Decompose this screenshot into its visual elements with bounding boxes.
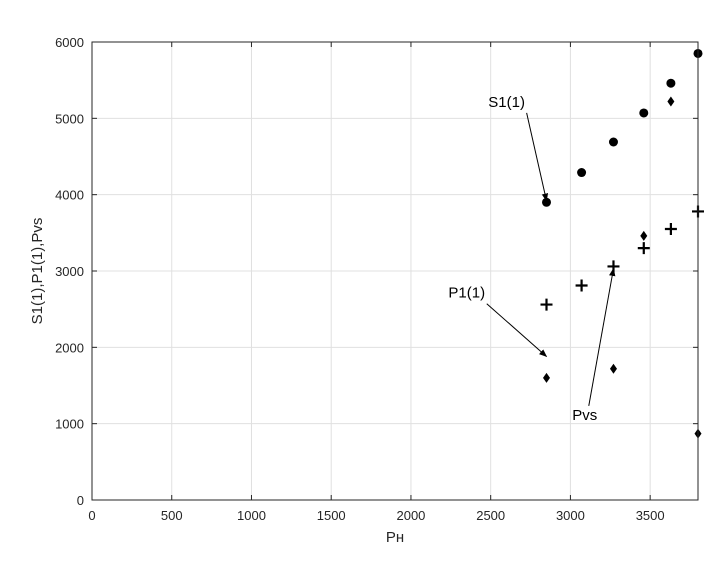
annotation-label: Pvs bbox=[572, 407, 597, 424]
annotation-arrow bbox=[588, 267, 616, 406]
diamond-point bbox=[640, 230, 648, 241]
circle-point bbox=[666, 78, 676, 88]
y-axis-label: S1(1),P1(1),Pvs bbox=[29, 218, 46, 325]
axes-box bbox=[91, 41, 699, 501]
y-tick-label: 3000 bbox=[55, 264, 84, 279]
plus-point bbox=[637, 242, 650, 255]
y-tick-label: 5000 bbox=[55, 111, 84, 126]
annotation-arrow bbox=[486, 303, 548, 358]
x-tick-label: 2000 bbox=[396, 508, 425, 523]
y-tick-label: 1000 bbox=[55, 417, 84, 432]
circle-point bbox=[608, 137, 618, 147]
x-tick-label: 3000 bbox=[556, 508, 585, 523]
y-tick-label: 4000 bbox=[55, 188, 84, 203]
grid bbox=[92, 42, 698, 500]
circle-point bbox=[577, 168, 587, 178]
x-tick-label: 500 bbox=[161, 508, 183, 523]
x-tick-label: 3500 bbox=[636, 508, 665, 523]
diamond-point bbox=[667, 96, 675, 107]
y-tick-label: 2000 bbox=[55, 340, 84, 355]
plus-point bbox=[664, 223, 677, 236]
circle-point bbox=[639, 108, 649, 118]
plus-point bbox=[575, 279, 588, 292]
x-tick-label: 2500 bbox=[476, 508, 505, 523]
annotation-arrow bbox=[526, 112, 549, 202]
x-tick-label: 1000 bbox=[237, 508, 266, 523]
diamond-point bbox=[543, 372, 550, 383]
diamond-point bbox=[609, 363, 617, 374]
annotation-label: P1(1) bbox=[448, 285, 485, 302]
plus-point bbox=[540, 298, 553, 311]
tick-labels: 0 500 1000 1500 2000 2500 3000 3500 0 1000 2000 300… bbox=[55, 35, 698, 523]
annotation-label: S1(1) bbox=[488, 94, 525, 111]
x-tick-label: 1500 bbox=[317, 508, 346, 523]
y-tick-label: 0 bbox=[77, 493, 84, 508]
y-tick-label: 6000 bbox=[55, 35, 84, 50]
x-axis-label: Pн bbox=[386, 529, 404, 546]
annotations: S1(1) P1(1) Pvs bbox=[448, 94, 616, 424]
x-tick-label: 0 bbox=[88, 508, 95, 523]
